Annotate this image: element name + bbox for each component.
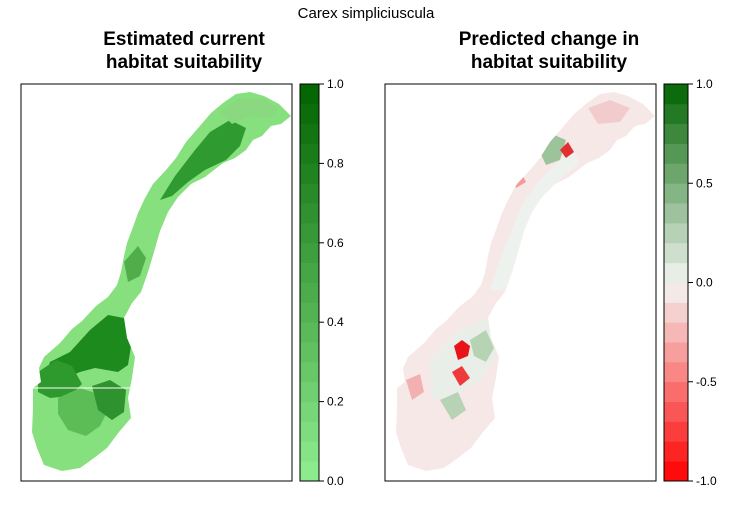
colorbar-change-bin [664,282,688,303]
colorbar-change-bin [664,441,688,462]
colorbar-current-tick-label: 0.2 [327,395,344,409]
colorbar-change-bin [664,84,688,105]
loss-zone-finnmark [588,100,630,124]
colorbar-current-bin [300,401,319,422]
colorbar-change-bin [664,302,688,323]
colorbar-current-bin [300,163,319,184]
colorbar-current-bin [300,282,319,303]
colorbar-current-bin [300,242,319,264]
map-current-suitability [32,92,291,471]
high-suitability-finnmark [220,98,278,124]
colorbar-current-ticks: 1.0 0.8 0.6 0.4 0.2 0.0 [319,77,344,488]
panel-current-suitability: Estimated current habitat suitability 1.… [20,29,344,488]
colorbar-current-tick-label: 1.0 [327,77,344,91]
colorbar-current-bin [300,421,319,442]
colorbar-change-tick-label: 1.0 [696,77,713,91]
colorbar-current-bin [300,302,319,323]
colorbar-change-tick-label: -1.0 [696,474,717,488]
colorbar-current-bin [300,143,319,164]
colorbar-change-bin [664,163,688,184]
colorbar-change-bin [664,183,688,204]
panel-title-change-line2: habitat suitability [471,52,628,73]
colorbar-change-bin [664,381,688,402]
colorbar-change-bin [664,103,688,125]
colorbar-change-bin [664,461,688,482]
colorbar-current-tick-label: 0.4 [327,315,344,329]
colorbar-current-frame [299,83,320,482]
colorbar-change-ticks: 1.0 0.5 0.0 -0.5 -1.0 [688,77,717,488]
panel-change-suitability: Predicted change in habitat suitability [384,29,717,488]
colorbar-change-tick-label: 0.5 [696,176,713,190]
colorbar-change-bin [664,203,688,224]
figure-title: Carex simpliciuscula [298,5,435,22]
colorbar-current-bin [300,123,319,144]
colorbar-current-bin [300,342,319,363]
mid-suitability-mid-norway [124,246,146,282]
colorbar-current-bin [300,381,319,402]
colorbar-current-tick-label: 0.6 [327,236,344,250]
colorbar-current-bin [300,262,319,283]
colorbar-change-bin [664,262,688,283]
colorbar-current-bin [300,183,319,204]
colorbar-change-bin [664,361,688,383]
high-suitability-north [160,120,246,200]
colorbar-current-bin [300,103,319,125]
colorbar-change-bin [664,322,688,343]
colorbar-current-bins [300,84,319,482]
panel-title-current-line1: Estimated current [103,29,265,50]
strong-loss-south [452,366,470,386]
neutral-zone-mid [490,150,580,290]
colorbar-change-bin [664,242,688,264]
high-suitability-south [92,380,126,420]
colorbar-change-bins [664,84,688,482]
colorbar-current-bin [300,361,319,383]
panel-title-change-line1: Predicted change in [459,29,640,50]
colorbar-current-bin [300,84,319,105]
colorbar-change-bin [664,143,688,164]
colorbar-change-bin [664,222,688,244]
colorbar-current: 1.0 0.8 0.6 0.4 0.2 0.0 [299,77,344,488]
colorbar-change-bin [664,342,688,363]
loss-zone-far-north [560,142,574,158]
colorbar-current-bin [300,461,319,482]
panel-title-current-line2: habitat suitability [106,52,263,73]
colorbar-change-bin [664,123,688,144]
loss-zone-west [406,374,424,400]
colorbar-change-bin [664,421,688,442]
gain-zone-southwest [440,392,466,420]
strong-loss-interior [454,340,470,360]
colorbar-current-bin [300,441,319,462]
colorbar-change-tick-label: 0.0 [696,276,713,290]
colorbar-current-tick-label: 0.8 [327,156,344,170]
colorbar-change-bin [664,401,688,422]
colorbar-change-tick-label: -0.5 [696,375,717,389]
colorbar-current-bin [300,322,319,343]
high-suitability-interior [45,315,132,380]
colorbar-current-bin [300,203,319,224]
gain-zone-south [470,330,494,362]
colorbar-current-tick-label: 0.0 [327,474,344,488]
colorbar-current-bin [300,222,319,244]
colorbar-change: 1.0 0.5 0.0 -0.5 -1.0 [663,77,717,488]
